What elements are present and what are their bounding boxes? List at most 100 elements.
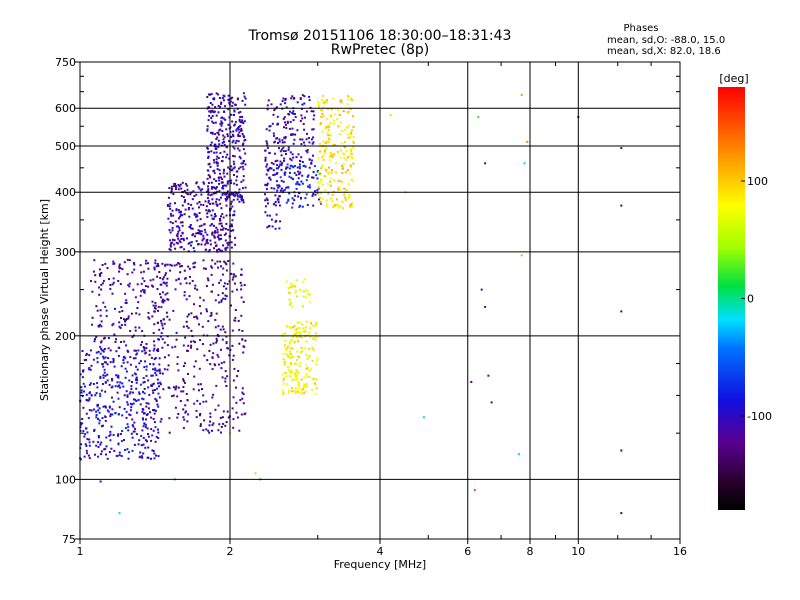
data-point [281,141,284,144]
data-point [280,168,283,171]
data-point [160,306,163,309]
data-point [185,192,188,195]
data-point [242,148,245,151]
data-point [337,206,340,209]
data-point [278,138,281,141]
data-point [127,425,130,428]
data-point [93,340,96,343]
data-point [157,348,159,351]
data-point [182,239,185,242]
data-point [322,158,325,161]
data-point [277,167,279,170]
data-point [135,379,138,381]
data-point [174,183,177,185]
data-point [211,132,214,135]
data-point [241,387,244,390]
data-point [128,282,131,285]
data-point [124,292,127,295]
data-point [526,140,529,143]
data-point [230,223,233,226]
data-point [208,210,211,213]
data-point [114,385,117,388]
data-point [290,133,293,136]
data-point [282,117,285,120]
data-point [264,149,267,152]
data-point [305,367,308,370]
data-point [147,267,150,270]
data-point [193,250,196,253]
data-point [277,197,280,200]
data-point [199,218,202,221]
data-point [329,152,332,154]
data-point [214,326,217,329]
data-point [288,342,291,345]
data-point [225,263,228,266]
data-point [311,346,314,349]
data-point [315,324,318,327]
data-point [620,512,623,515]
data-point [217,133,220,136]
data-point [313,114,316,117]
data-point [79,458,82,461]
data-point [341,207,344,210]
data-point [96,361,99,364]
data-point [152,285,155,288]
data-point [186,420,189,423]
data-point [93,408,96,411]
data-point [168,431,171,434]
data-point [202,299,205,302]
data-point [117,376,120,379]
data-point [116,381,119,384]
data-point [349,164,352,167]
data-point [161,372,164,375]
data-point [209,243,212,246]
data-point [169,244,172,247]
data-point [283,157,286,160]
data-point [198,232,201,235]
data-point [298,165,301,168]
data-point [239,399,242,401]
data-point [103,348,106,350]
data-point [153,268,156,271]
data-point [266,168,269,171]
data-point [217,266,219,269]
data-point [283,363,286,366]
data-point [300,107,303,110]
data-point [229,207,232,210]
data-point [114,340,117,343]
data-point [220,425,223,428]
data-point [235,411,238,414]
data-point [278,195,281,198]
data-point [202,259,205,262]
data-point [169,248,172,251]
data-point [125,344,128,347]
data-point [175,279,178,282]
data-point [287,148,290,151]
data-point [207,193,210,196]
data-point [154,409,157,412]
data-point [314,190,316,193]
data-point [303,102,306,105]
data-point [242,345,245,348]
data-point [141,429,144,432]
data-point [166,204,169,206]
data-point [215,162,218,165]
data-point [349,131,352,134]
data-point [349,108,352,111]
data-point [312,141,315,144]
data-point [135,381,138,384]
data-point [336,198,338,201]
data-point [142,418,144,421]
data-point [242,122,245,125]
data-point [210,150,213,153]
data-point [102,424,104,427]
data-point [311,388,314,391]
data-point [211,396,214,399]
data-point [109,284,112,286]
data-point [292,355,295,358]
data-point [152,429,155,432]
x-axis-ticks: 1 2 4 6 8 10 16 [77,62,687,558]
data-point [157,321,159,324]
data-point [225,184,228,187]
data-point [157,437,160,439]
